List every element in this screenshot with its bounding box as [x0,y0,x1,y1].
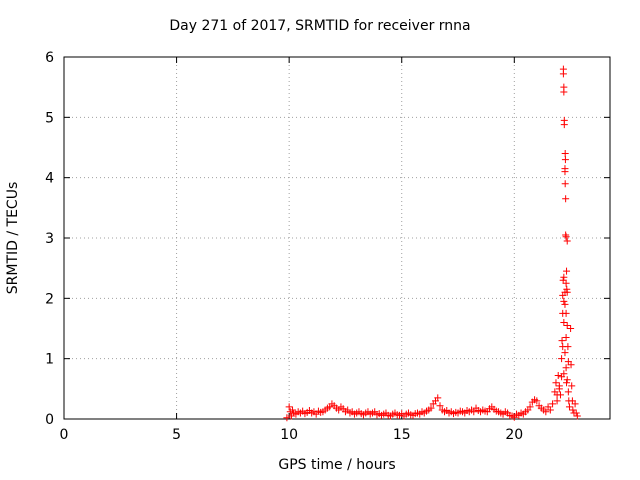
data-point [434,394,442,402]
data-point [561,300,569,308]
data-point [553,397,561,405]
data-point [546,406,554,414]
data-point [568,382,576,390]
data-point [565,403,573,411]
data-point [561,156,569,164]
data-point [573,412,581,420]
data-point [561,288,569,296]
y-tick-label: 4 [45,171,54,187]
x-tick-label: 10 [280,427,298,443]
data-point [560,121,568,129]
data-points [283,65,581,422]
data-point [561,180,569,188]
y-tick-label: 1 [45,352,54,368]
data-point [285,403,293,411]
data-point [563,237,571,245]
data-point [561,165,569,173]
data-point [558,373,566,381]
data-point [436,402,444,410]
chart-title: Day 271 of 2017, SRMTID for receiver rnn… [169,18,471,34]
data-point [569,406,577,414]
data-point [563,321,571,329]
data-point [552,379,560,387]
data-point [562,195,570,203]
data-point [283,414,291,422]
grid-lines [64,57,610,419]
data-point [563,285,571,293]
x-tick-label: 15 [393,427,411,443]
y-tick-label: 3 [45,231,54,247]
data-point [559,343,567,351]
y-tick-label: 0 [45,412,54,428]
data-point [560,318,568,326]
data-point [555,382,563,390]
data-point [561,349,569,357]
data-point [526,403,534,411]
data-point [560,273,568,281]
data-point [558,355,566,363]
data-point [562,279,570,287]
x-axis-label: GPS time / hours [278,457,396,473]
data-point [562,233,570,241]
x-tick-label: 20 [505,427,523,443]
data-point [559,276,567,284]
y-tick-label: 5 [45,110,54,126]
data-point [560,297,568,305]
data-point [542,408,550,416]
data-point [564,358,572,366]
data-point [558,337,566,345]
data-point [563,376,571,384]
data-point [427,404,435,412]
data-point [563,267,571,275]
data-point [559,70,567,78]
x-tick-label: 5 [172,427,181,443]
data-point [561,150,569,158]
data-point [553,391,561,399]
data-point [549,400,557,408]
data-point [571,400,579,408]
data-point [533,397,541,405]
data-point [567,325,575,332]
data-point [562,334,570,342]
data-point [572,409,580,417]
ticks: 0 5 10 15 20 0 1 2 3 4 5 6 [45,50,610,443]
data-point [470,408,478,416]
y-tick-label: 2 [45,291,54,307]
data-point [559,309,567,317]
data-point [563,379,571,387]
data-point [564,388,572,396]
data-point [560,88,568,96]
y-tick-label: 6 [45,50,54,66]
y-axis-label: SRMTID / TECUs [5,181,21,295]
x-tick-label: 0 [60,427,69,443]
data-point [562,364,570,372]
data-point [289,406,297,414]
data-point [554,372,562,380]
